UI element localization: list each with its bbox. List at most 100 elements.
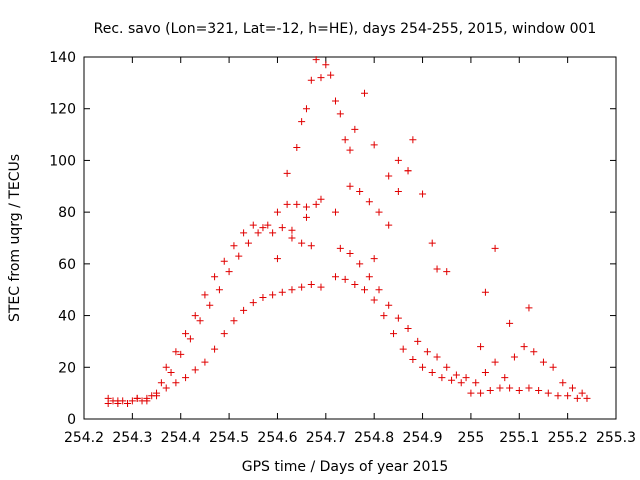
data-point xyxy=(114,397,122,405)
data-point xyxy=(312,56,320,64)
data-point xyxy=(307,76,315,84)
data-point xyxy=(472,379,480,387)
y-tick-label: 120 xyxy=(49,102,76,118)
y-tick-label: 20 xyxy=(58,360,76,376)
data-point xyxy=(568,384,576,392)
data-point xyxy=(370,296,378,304)
data-point xyxy=(433,353,441,361)
data-point xyxy=(283,169,291,177)
data-point xyxy=(573,394,581,402)
data-point xyxy=(269,291,277,299)
data-point xyxy=(317,283,325,291)
y-tick-label: 60 xyxy=(58,257,76,273)
data-point xyxy=(365,273,373,281)
chart-title: Rec. savo (Lon=321, Lat=-12, h=HE), days… xyxy=(94,21,597,37)
data-point xyxy=(399,345,407,353)
data-point xyxy=(288,286,296,294)
data-point xyxy=(481,368,489,376)
data-point xyxy=(167,368,175,376)
data-point xyxy=(356,260,364,268)
data-point xyxy=(559,379,567,387)
data-point xyxy=(312,200,320,208)
data-point xyxy=(254,229,262,237)
data-point xyxy=(419,190,427,198)
data-point xyxy=(244,239,252,247)
data-point xyxy=(438,374,446,382)
data-point xyxy=(273,208,281,216)
data-point xyxy=(428,368,436,376)
y-tick-label: 0 xyxy=(67,412,76,428)
data-point xyxy=(293,200,301,208)
x-tick-label: 254.4 xyxy=(161,430,201,446)
data-point xyxy=(278,224,286,232)
y-tick-label: 140 xyxy=(49,50,76,66)
x-tick-label: 254.9 xyxy=(402,430,442,446)
y-tick-label: 80 xyxy=(58,205,76,221)
data-point xyxy=(554,392,562,400)
data-point xyxy=(259,224,267,232)
data-point xyxy=(385,221,393,229)
y-tick-label: 40 xyxy=(58,309,76,325)
data-point xyxy=(336,110,344,118)
plot-frame xyxy=(83,56,617,420)
data-point xyxy=(375,286,383,294)
data-point xyxy=(467,389,475,397)
data-point xyxy=(162,363,170,371)
data-point xyxy=(361,89,369,97)
data-point xyxy=(361,286,369,294)
data-point xyxy=(104,399,112,407)
data-point xyxy=(283,200,291,208)
data-points xyxy=(104,56,591,407)
y-axis-title: STEC from uqrg / TECUs xyxy=(7,154,23,322)
data-point xyxy=(346,250,354,258)
data-point xyxy=(191,312,199,320)
data-point xyxy=(409,356,417,364)
data-point xyxy=(249,299,257,307)
data-point xyxy=(520,343,528,351)
data-point xyxy=(506,319,514,327)
data-point xyxy=(269,229,277,237)
data-point xyxy=(394,156,402,164)
data-point xyxy=(491,358,499,366)
data-point xyxy=(331,97,339,105)
x-tick-label: 254.6 xyxy=(257,430,297,446)
x-tick-label: 255.1 xyxy=(499,430,539,446)
data-point xyxy=(288,234,296,242)
x-tick-label: 254.3 xyxy=(112,430,152,446)
data-point xyxy=(264,221,272,229)
data-point xyxy=(293,144,301,151)
data-point xyxy=(302,203,310,211)
data-point xyxy=(182,330,190,338)
data-point xyxy=(317,74,325,82)
data-point xyxy=(530,348,538,356)
data-point xyxy=(510,353,518,361)
x-tick-label: 255.3 xyxy=(596,430,636,446)
data-point xyxy=(331,273,339,281)
data-point xyxy=(385,301,393,309)
data-point xyxy=(419,363,427,371)
data-point xyxy=(331,208,339,216)
data-point xyxy=(477,389,485,397)
data-point xyxy=(172,348,180,356)
y-axis: 0 20 40 60 80 100 120 140 xyxy=(49,50,616,428)
data-point xyxy=(462,374,470,382)
data-point xyxy=(351,281,359,289)
x-tick-label: 255.2 xyxy=(548,430,588,446)
data-point xyxy=(477,343,485,351)
x-tick-label: 254.7 xyxy=(306,430,346,446)
data-point xyxy=(341,275,349,283)
data-point xyxy=(128,397,136,405)
data-point xyxy=(578,389,586,397)
data-point xyxy=(423,348,431,356)
data-point xyxy=(220,257,228,265)
data-point xyxy=(230,317,238,325)
x-axis: 254.2 254.3 254.4 254.5 254.6 254.7 254.8 254.9… xyxy=(64,57,636,446)
x-axis-title: GPS time / Days of year 2015 xyxy=(242,459,449,475)
data-point xyxy=(346,146,354,154)
data-point xyxy=(564,392,572,400)
data-point xyxy=(515,387,523,395)
data-point xyxy=(273,255,281,263)
data-point xyxy=(370,255,378,263)
data-point xyxy=(539,358,547,366)
